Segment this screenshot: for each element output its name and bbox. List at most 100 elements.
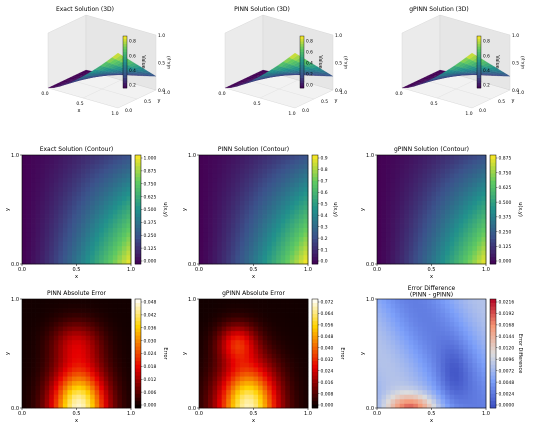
heatmap-cell xyxy=(472,204,478,210)
heatmap-cell xyxy=(35,232,41,238)
heatmap-cell xyxy=(235,209,241,215)
heatmap-cell xyxy=(258,326,263,332)
heatmap-cell xyxy=(267,317,273,323)
heatmap-cell xyxy=(199,317,204,323)
heatmap-cell xyxy=(53,348,59,354)
heatmap-cell xyxy=(445,159,451,165)
heatmap-cell xyxy=(203,367,209,373)
heatmap-cell xyxy=(35,159,41,165)
heatmap-cell xyxy=(417,209,423,215)
heatmap-cell xyxy=(199,159,204,165)
heatmap-cell xyxy=(203,371,209,377)
heatmap-cell xyxy=(26,204,32,210)
heatmap-cell xyxy=(103,173,109,179)
heatmap-cell xyxy=(467,155,473,160)
heatmap-cell xyxy=(289,241,295,247)
heatmap-cell xyxy=(458,173,464,179)
heatmap-cell xyxy=(253,339,259,345)
heatmap-cell xyxy=(40,362,46,368)
heatmap-cell xyxy=(94,204,100,210)
heatmap-cell xyxy=(85,335,91,341)
heatmap-cell xyxy=(408,317,414,323)
heatmap-cell xyxy=(262,317,268,323)
colorbar-tick-label: 0.056 xyxy=(321,323,334,329)
heatmap-cell xyxy=(212,344,218,350)
heatmap-cell xyxy=(449,209,455,215)
heatmap-cell xyxy=(103,308,109,313)
heatmap-cell xyxy=(90,317,96,323)
colorbar-swatch xyxy=(490,224,496,229)
heatmap-cell xyxy=(449,362,455,368)
heatmap-cell xyxy=(108,245,114,251)
heatmap-cell xyxy=(395,232,401,238)
heatmap-cell xyxy=(386,204,391,210)
heatmap-cell xyxy=(449,227,455,233)
heatmap-cell xyxy=(267,177,273,183)
heatmap-cell xyxy=(267,358,273,363)
heatmap-cell xyxy=(230,371,236,377)
heatmap-cell xyxy=(248,227,254,233)
heatmap-cell xyxy=(431,380,437,386)
heatmap-cell xyxy=(258,299,263,304)
heatmap-cell xyxy=(476,376,482,382)
colorbar-frame xyxy=(311,154,319,265)
heatmap-cell xyxy=(49,245,55,251)
heatmap-cell xyxy=(267,155,273,160)
heatmap-cell xyxy=(62,223,68,229)
heatmap-cell xyxy=(262,403,268,409)
heatmap-cell xyxy=(467,173,473,179)
heatmap-cell xyxy=(199,299,204,304)
heatmap-cell xyxy=(258,177,263,183)
colorbar-swatch xyxy=(490,320,496,325)
heatmap-cell xyxy=(408,299,414,304)
heatmap-cell xyxy=(298,348,304,354)
heatmap-cell xyxy=(31,214,36,219)
heatmap-cell xyxy=(276,308,282,313)
heatmap-cell xyxy=(426,173,432,179)
heatmap-cell xyxy=(35,254,41,260)
heatmap-cell xyxy=(440,159,446,165)
heatmap-cell xyxy=(35,389,41,395)
heatmap-cell xyxy=(94,299,100,304)
heatmap-cell xyxy=(454,168,460,174)
heatmap-cell xyxy=(289,308,295,313)
colorbar-swatch xyxy=(312,371,318,376)
heatmap-cell xyxy=(377,344,382,350)
heatmap-cell xyxy=(303,339,309,345)
heatmap-cell xyxy=(458,223,464,229)
heatmap-cell xyxy=(71,330,77,336)
heatmap-cell xyxy=(67,191,73,197)
heatmap-cell xyxy=(76,339,82,345)
heatmap-cell xyxy=(112,236,118,242)
heatmap-cell xyxy=(294,186,300,192)
heatmap-cell xyxy=(294,403,300,409)
heatmap-cell xyxy=(267,339,273,345)
heatmap-cell xyxy=(26,245,32,251)
heatmap-cells xyxy=(22,155,132,265)
heatmap-cell xyxy=(408,155,414,160)
heatmap-cell xyxy=(303,218,309,224)
heatmap-cell xyxy=(303,232,309,238)
heatmap-cell xyxy=(431,353,437,359)
heatmap-cell xyxy=(244,155,250,160)
x-tick-label: 0.5 xyxy=(73,411,81,417)
heatmap-cell xyxy=(208,223,213,229)
colorbar-tick-label: 0.000 xyxy=(321,403,334,409)
heatmap-cell xyxy=(203,195,209,201)
heatmap-cell xyxy=(262,223,268,229)
heatmap-cell xyxy=(449,254,455,260)
heatmap-cell xyxy=(99,367,105,373)
heatmap-cell xyxy=(112,308,118,313)
heatmap-cell xyxy=(203,177,209,183)
heatmap-cell xyxy=(203,232,209,238)
heatmap-cell xyxy=(285,353,291,359)
heatmap-cell xyxy=(203,245,209,251)
heatmap-cell xyxy=(199,204,204,210)
heatmap-cell xyxy=(262,218,268,224)
heatmap-cell xyxy=(108,173,114,179)
x-tick-label: 0.5 xyxy=(73,267,81,273)
heatmap-cell xyxy=(221,182,227,188)
heatmap-cell xyxy=(85,321,91,327)
colorbar-swatch xyxy=(312,368,318,373)
heatmap-cell xyxy=(436,254,441,260)
